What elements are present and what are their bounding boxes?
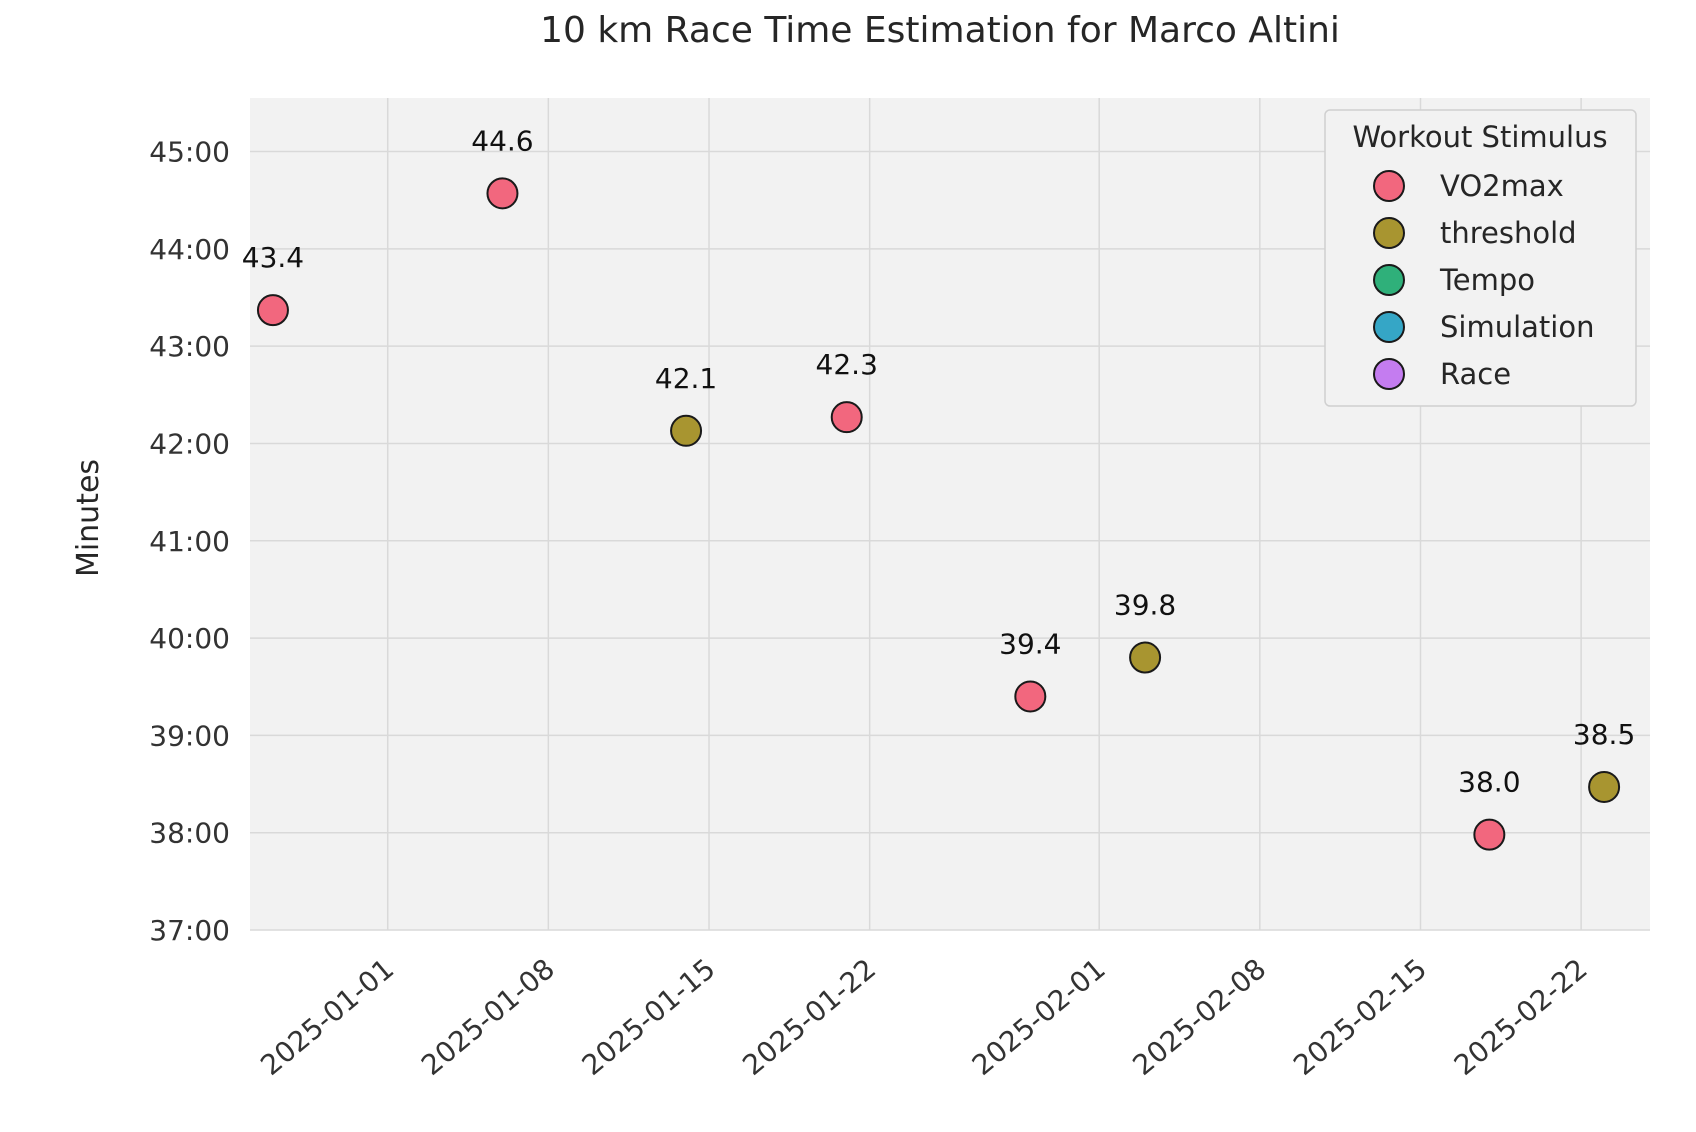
data-point [1129, 641, 1162, 674]
data-point [670, 414, 703, 447]
data-point [1588, 770, 1621, 803]
x-tick-label: 2025-02-01 [966, 952, 1112, 1082]
legend-entry-label: threshold [1440, 216, 1577, 250]
data-point [256, 294, 289, 327]
y-tick-label: 43:00 [149, 330, 230, 363]
y-tick-label: 38:00 [149, 817, 230, 850]
y-tick-label: 45:00 [149, 136, 230, 169]
data-point [830, 401, 863, 434]
legend-entry-label: Tempo [1439, 263, 1535, 297]
legend-entry-label: Simulation [1440, 310, 1594, 344]
data-label: 42.3 [816, 348, 878, 381]
data-point [1473, 818, 1506, 851]
data-point [486, 177, 519, 210]
data-label: 39.4 [999, 627, 1061, 660]
legend-entries: VO2max threshold Tempo Simulation Race [1373, 169, 1594, 391]
grid-lines [250, 98, 1650, 931]
x-tick-label: 2025-02-15 [1287, 952, 1433, 1082]
legend-entry-label: Race [1440, 357, 1511, 391]
y-tick-label: 41:00 [149, 525, 230, 558]
x-tick-label: 2025-01-01 [254, 952, 400, 1082]
legend: Workout Stimulus VO2max threshold Tempo Sim… [1324, 109, 1637, 407]
y-axis-label: Minutes [71, 459, 106, 577]
legend-title: Workout Stimulus [1352, 120, 1607, 154]
data-point [1014, 680, 1047, 713]
x-tick-label: 2025-01-08 [415, 952, 561, 1082]
data-label: 39.8 [1114, 589, 1176, 622]
data-label: 38.0 [1458, 766, 1520, 799]
x-tick-label: 2025-02-22 [1448, 952, 1594, 1082]
data-label: 42.1 [655, 362, 717, 395]
legend-marker [1373, 217, 1405, 249]
y-tick-label: 40:00 [149, 622, 230, 655]
x-tick-label: 2025-01-15 [576, 952, 722, 1082]
y-axis-ticks: 37:00 38:00 39:00 40:00 41:00 42:00 43:00 44:00… [149, 136, 230, 947]
data-points [256, 177, 1621, 851]
data-label: 43.4 [242, 241, 304, 274]
legend-entry-label: VO2max [1440, 169, 1564, 203]
legend-marker [1373, 170, 1405, 202]
legend-marker [1373, 311, 1405, 343]
legend-marker [1373, 264, 1405, 296]
y-tick-label: 44:00 [149, 233, 230, 266]
x-tick-label: 2025-01-22 [736, 952, 882, 1082]
data-label: 44.6 [471, 124, 533, 157]
y-tick-label: 39:00 [149, 719, 230, 752]
x-tick-label: 2025-02-08 [1126, 952, 1272, 1082]
y-tick-label: 42:00 [149, 427, 230, 460]
chart-title: 10 km Race Time Estimation for Marco Alt… [540, 10, 1340, 51]
y-tick-label: 37:00 [149, 914, 230, 947]
legend-marker [1373, 358, 1405, 390]
data-labels: 43.4 44.6 42.1 42.3 39.4 39.8 38.0 38.5 [242, 124, 1635, 798]
data-label: 38.5 [1573, 718, 1635, 751]
x-axis-ticks: 2025-01-01 2025-01-08 2025-01-15 2025-01-22… [254, 952, 1593, 1082]
